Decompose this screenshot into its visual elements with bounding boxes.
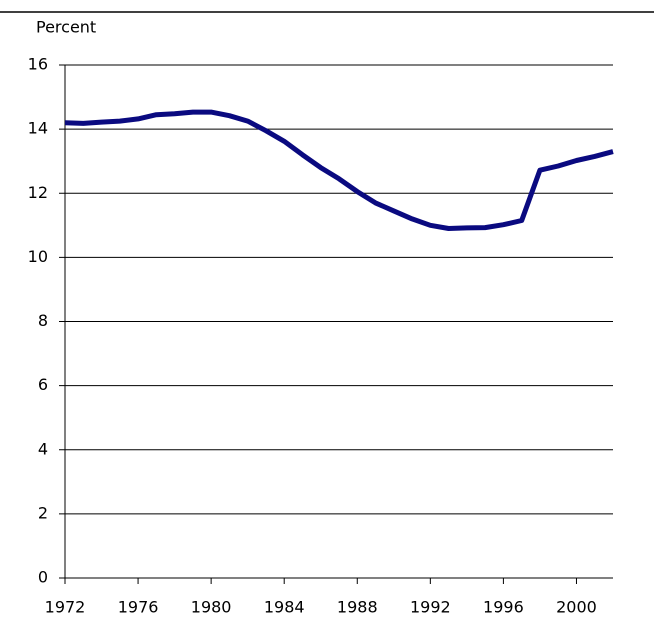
y-tick-label: 12	[28, 183, 48, 202]
x-tick-label: 1992	[410, 598, 451, 617]
y-tick-label: 14	[28, 119, 48, 138]
y-tick-label: 10	[28, 247, 48, 266]
y-tick-label: 0	[38, 568, 48, 587]
y-tick-label: 4	[38, 439, 48, 458]
x-tick-label: 1980	[191, 598, 232, 617]
y-tick-label: 2	[38, 503, 48, 522]
y-tick-label: 6	[38, 375, 48, 394]
y-tick-label: 16	[28, 55, 48, 74]
x-tick-label: 1976	[118, 598, 159, 617]
x-tick-label: 1988	[337, 598, 378, 617]
x-tick-label: 1972	[45, 598, 86, 617]
y-tick-label: 8	[38, 311, 48, 330]
x-tick-label: 2000	[556, 598, 597, 617]
x-tick-label: 1996	[483, 598, 524, 617]
y-axis-label: Percent	[36, 18, 96, 37]
data-line	[64, 109, 614, 231]
x-tick-label: 1984	[264, 598, 305, 617]
